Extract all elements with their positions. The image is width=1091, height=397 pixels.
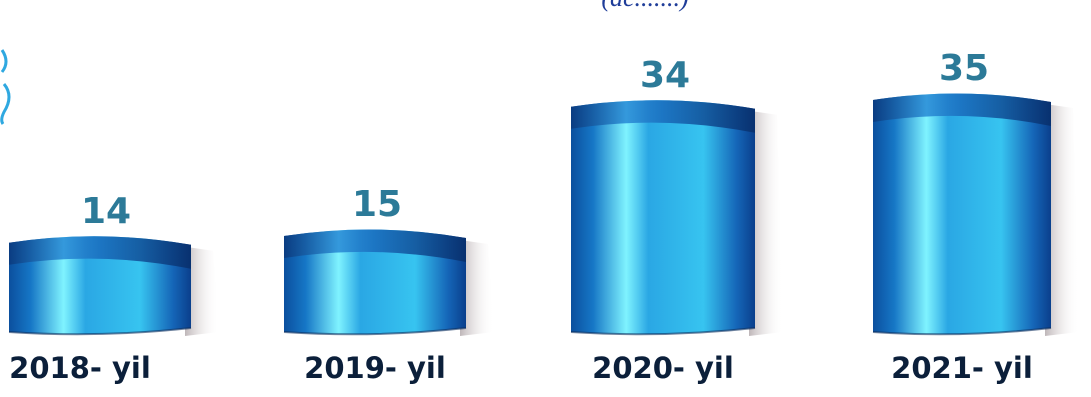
bar-value-label: 35	[939, 48, 989, 89]
bar-cap	[873, 93, 1051, 126]
bar-group: 34 2020- yil	[570, 55, 783, 385]
bar-shadow	[185, 246, 219, 336]
bar-group: 14 2018- yil	[8, 191, 219, 385]
bar-group: 15 2019- yil	[283, 184, 494, 385]
bar-base-rim	[872, 327, 1052, 336]
bar-base-rim	[570, 327, 756, 336]
category-label: 2018- yil	[9, 351, 151, 385]
bar-base-rim	[283, 327, 467, 336]
chart-subtitle: (aс.......)	[601, 0, 688, 12]
category-label: 2021- yil	[891, 351, 1033, 385]
bar-value-label: 34	[640, 55, 690, 96]
bar-shadow	[749, 110, 783, 336]
bar-group: 35 2021- yil	[872, 48, 1079, 385]
bar-value-label: 14	[81, 191, 131, 232]
bar	[571, 100, 755, 335]
bar-cap	[571, 100, 755, 133]
bar	[284, 229, 466, 335]
bar-cap	[9, 236, 191, 269]
side-decoration	[0, 49, 11, 125]
bar-cap	[284, 229, 466, 262]
bar-base-rim	[8, 327, 192, 336]
bar-value-label: 15	[352, 184, 402, 225]
bar-shadow	[1045, 104, 1079, 336]
category-label: 2019- yil	[304, 351, 446, 385]
bar-shadow	[460, 240, 494, 336]
bar	[873, 93, 1051, 335]
category-label: 2020- yil	[592, 351, 734, 385]
